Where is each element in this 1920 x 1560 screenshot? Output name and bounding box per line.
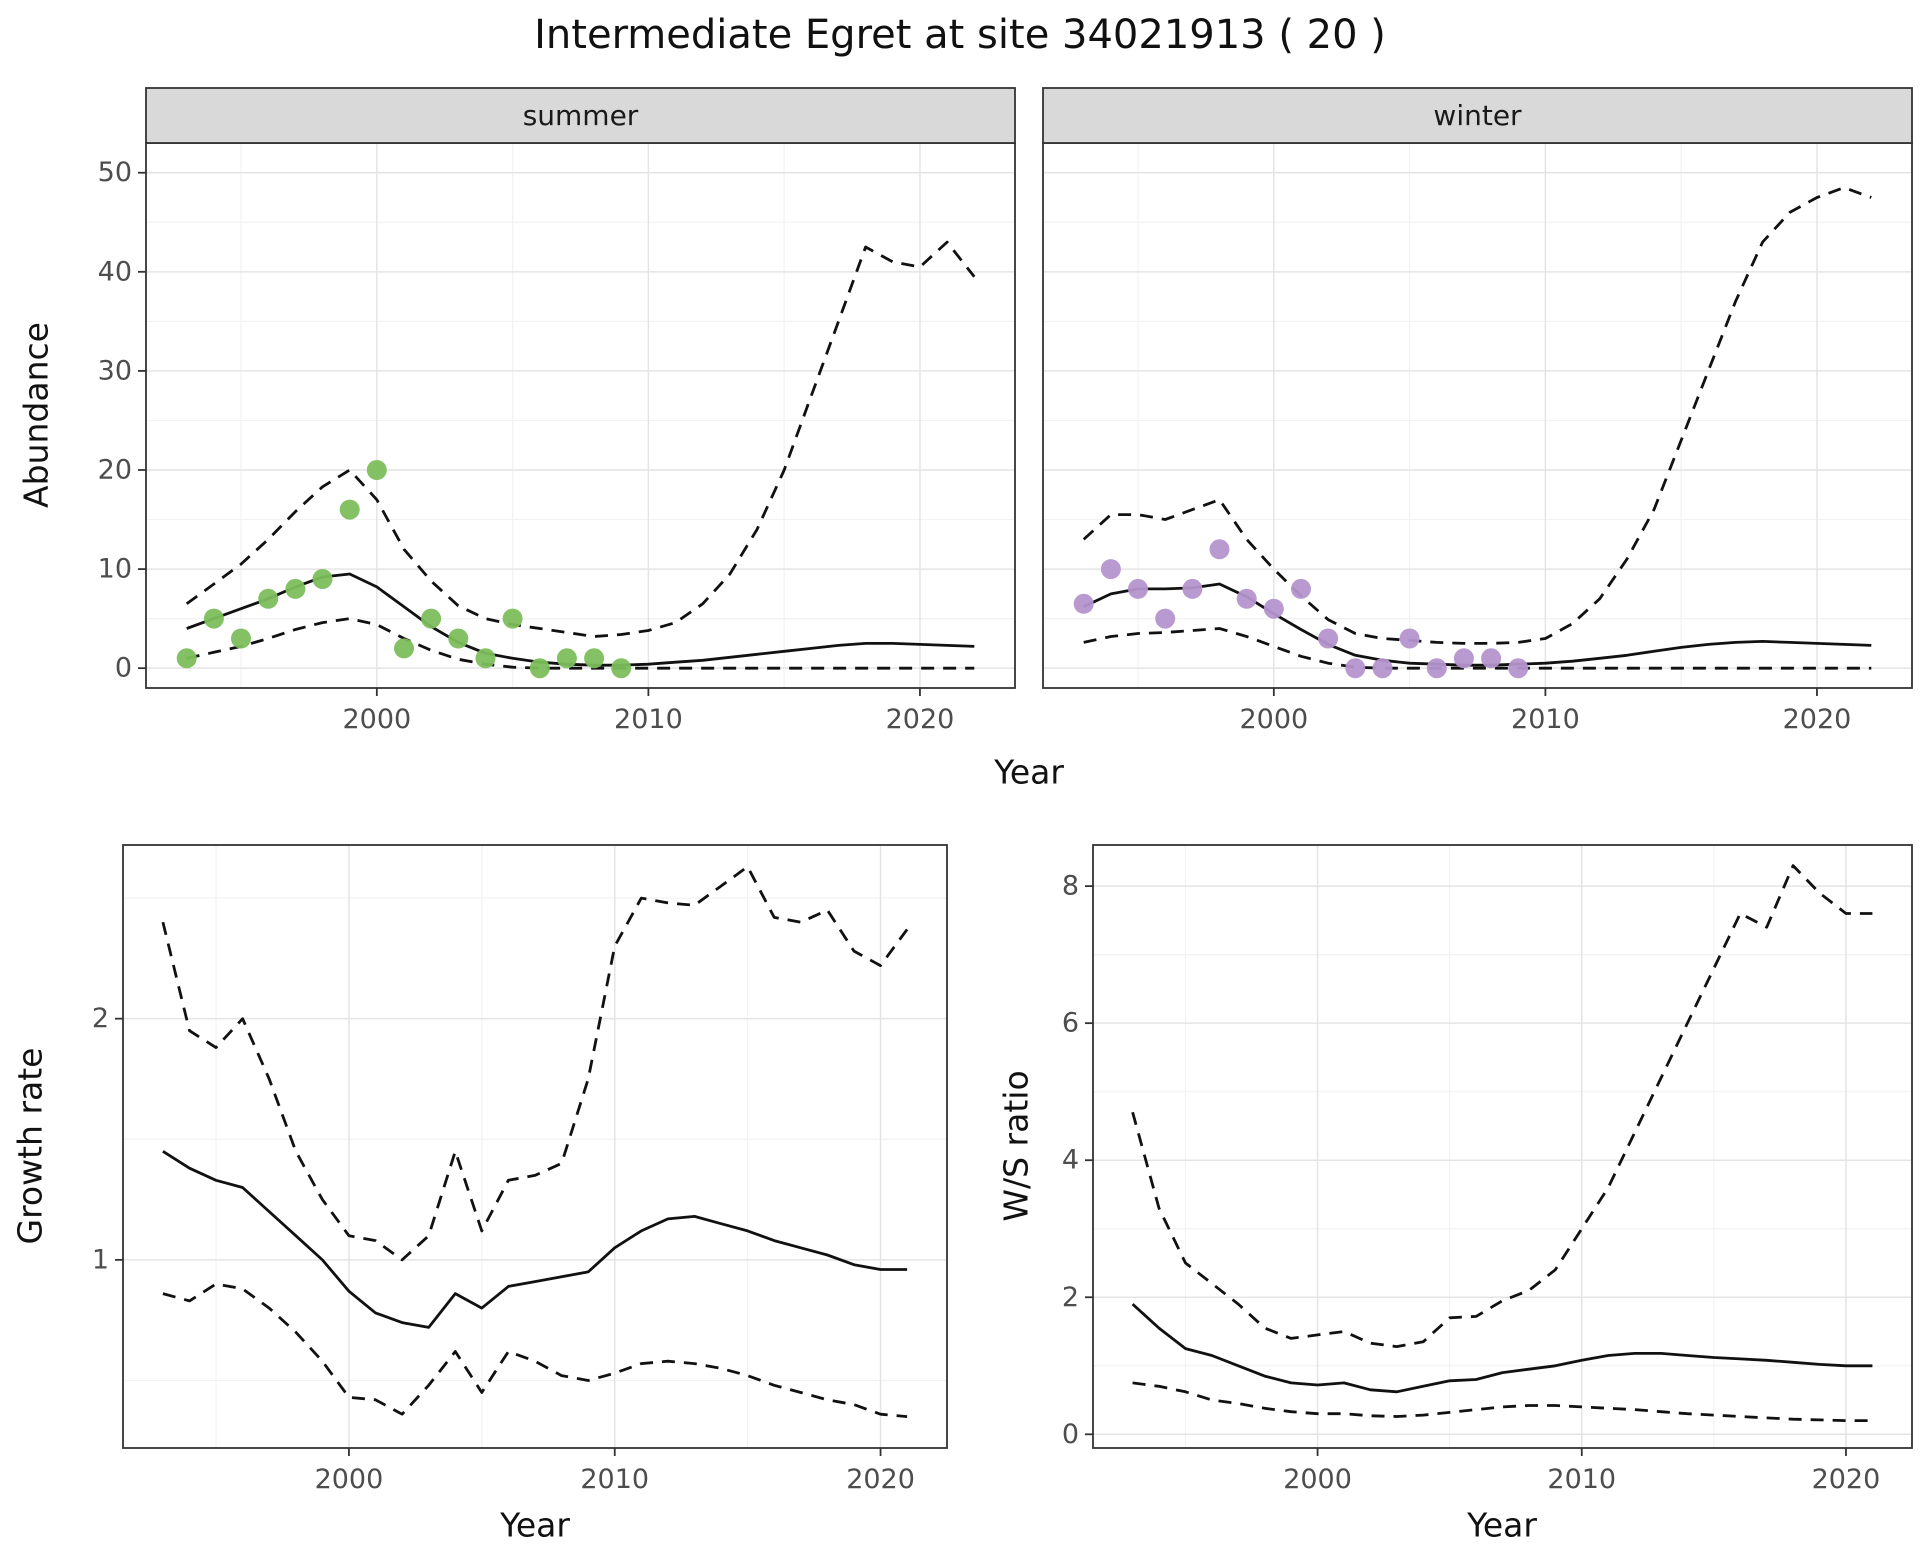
lower-ci-line [162, 1282, 908, 1418]
x-tick-label: 2000 [315, 1464, 384, 1495]
abundance-winter-chart: winter 2000 2010 2020 [1023, 85, 1920, 750]
panel-background [1093, 845, 1912, 1448]
observed-summer-point [421, 608, 442, 629]
lower-ci-line [1083, 627, 1872, 670]
lower-ci-line [186, 617, 975, 670]
ws-ratio-chart: 2000 2010 2020 0 2 4 6 8 [1030, 835, 1920, 1505]
mean-fit-line [1131, 1303, 1873, 1394]
observed-winter-point [1453, 648, 1474, 669]
growth-rate-chart: 2000 2010 2020 1 2 [43, 835, 963, 1505]
observed-winter-point [1209, 539, 1230, 560]
facet-strip [145, 87, 1016, 144]
observed-summer-point [529, 658, 550, 679]
x-tick-label: 2000 [1283, 1464, 1352, 1495]
panel-border [122, 844, 948, 1449]
observed-summer-point [258, 588, 279, 609]
growth-rate-axis-title: Growth rate [10, 1047, 50, 1245]
x-tick-label: 2000 [1239, 704, 1308, 735]
y-tick-label: 50 [98, 157, 132, 188]
observed-summer-point [231, 628, 251, 649]
ws-ratio-axis-title: W/S ratio [996, 1070, 1036, 1222]
observed-winter-point [1291, 578, 1311, 599]
observed-summer-point [285, 578, 306, 599]
observed-summer-point [556, 648, 577, 669]
y-tick-label: 40 [98, 256, 132, 287]
panel-background [1043, 143, 1912, 688]
observed-winter-point [1263, 598, 1284, 619]
observed-winter-point [1236, 588, 1257, 609]
observed-winter-point [1426, 658, 1447, 679]
observed-summer-point [584, 648, 605, 669]
chart-canvas: summer 2000 2010 2020 0 10 20 30 40 50 [98, 87, 1016, 735]
upper-ci-line [1131, 864, 1873, 1348]
mean-fit-line [162, 1150, 908, 1329]
upper-ci-line [1082, 186, 1872, 645]
year-axis-title-growth: Year [500, 1505, 570, 1545]
x-tick-label: 2010 [1547, 1464, 1616, 1495]
observed-winter-point [1128, 578, 1148, 599]
observed-winter-point [1318, 628, 1339, 649]
x-tick-label: 2000 [342, 704, 411, 735]
y-tick-label: 10 [98, 554, 132, 585]
y-tick-label: 30 [98, 355, 132, 386]
y-tick-label: 8 [1062, 871, 1079, 902]
x-tick-label: 2010 [614, 704, 683, 735]
x-tick-label: 2020 [886, 704, 955, 735]
x-tick-label: 2020 [846, 1464, 915, 1495]
abundance-axis-title: Abundance [16, 322, 56, 508]
x-tick-label: 2010 [580, 1464, 649, 1495]
facet-strip [1042, 87, 1913, 144]
observed-winter-point [1508, 658, 1529, 679]
observed-winter-point [1372, 658, 1393, 679]
y-tick-label: 4 [1062, 1145, 1079, 1176]
y-tick-label: 2 [92, 1003, 109, 1034]
upper-ci-line [185, 240, 976, 638]
year-axis-title-top: Year [994, 752, 1064, 792]
x-tick-label: 2020 [1812, 1464, 1881, 1495]
observed-summer-point [366, 460, 387, 480]
y-tick-label: 20 [98, 455, 132, 486]
facet-strip-label: winter [1433, 99, 1522, 132]
observed-summer-point [611, 658, 632, 679]
y-tick-label: 6 [1062, 1008, 1079, 1039]
observed-summer-point [502, 608, 523, 629]
plot-title: Intermediate Egret at site 34021913 ( 20… [534, 12, 1386, 58]
observed-winter-point [1155, 608, 1176, 629]
observed-summer-point [176, 648, 197, 669]
observed-winter-point [1182, 578, 1203, 599]
observed-winter-point [1100, 559, 1121, 580]
upper-ci-line [161, 865, 909, 1262]
observed-summer-point [475, 648, 496, 669]
panel-border [1092, 844, 1913, 1449]
y-tick-label: 1 [92, 1244, 109, 1275]
panel-background [146, 143, 1015, 688]
observed-summer-point [448, 628, 469, 649]
observed-summer-point [203, 608, 224, 629]
observed-winter-point [1073, 593, 1094, 614]
observed-summer-point [339, 499, 360, 520]
observed-winter-point [1481, 648, 1502, 669]
observed-winter-point [1345, 658, 1366, 679]
lower-ci-line [1132, 1381, 1873, 1422]
chart-canvas: winter 2000 2010 2020 [1042, 87, 1913, 735]
mean-fit-line [1083, 582, 1872, 667]
abundance-summer-chart: summer 2000 2010 2020 0 10 20 30 40 50 [40, 85, 1020, 750]
chart-canvas: 2000 2010 2020 1 2 [92, 844, 948, 1495]
observed-summer-point [312, 569, 333, 589]
chart-canvas: 2000 2010 2020 0 2 4 6 8 [1062, 844, 1913, 1495]
observed-summer-point [394, 638, 414, 659]
facet-strip-label: summer [523, 99, 639, 132]
year-axis-title-ws: Year [1467, 1505, 1537, 1545]
y-tick-label: 2 [1062, 1282, 1079, 1313]
y-tick-label: 0 [1062, 1419, 1079, 1450]
x-tick-label: 2010 [1511, 704, 1580, 735]
x-tick-label: 2020 [1783, 704, 1852, 735]
panel-background [123, 845, 947, 1448]
y-tick-label: 0 [115, 653, 132, 684]
observed-winter-point [1399, 628, 1420, 649]
